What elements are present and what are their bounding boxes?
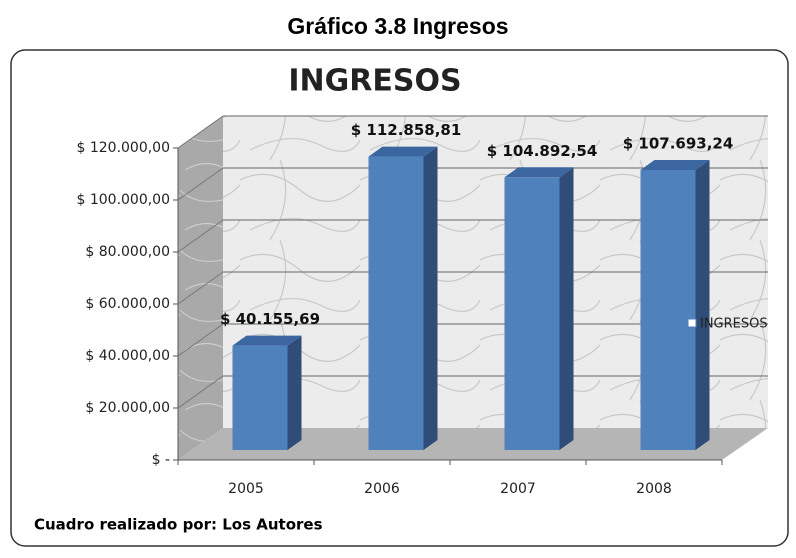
- y-tick-label: $ 40.000,00: [85, 348, 170, 364]
- bar: [232, 345, 288, 450]
- bar-side: [695, 159, 710, 451]
- bar-side: [559, 167, 574, 450]
- y-tick-label: $ 80.000,00: [85, 244, 170, 260]
- bar: [368, 156, 424, 451]
- bar: [640, 169, 696, 451]
- y-tick-label: $ 120.000,00: [76, 140, 170, 156]
- source-note: Cuadro realizado por: Los Autores: [34, 516, 323, 534]
- chart-title: INGRESOS: [288, 64, 461, 99]
- legend-swatch: [687, 318, 697, 328]
- grid-line-side: [177, 219, 224, 253]
- x-tick-label: 2007: [500, 481, 536, 497]
- y-tick-label: $ 60.000,00: [85, 296, 170, 312]
- bar-top: [504, 167, 574, 178]
- bar-top: [368, 146, 438, 157]
- grid-line-side: [177, 115, 224, 149]
- value-label: $ 104.892,54: [487, 142, 598, 160]
- legend-label: INGRESOS: [700, 317, 768, 332]
- y-tick-label: $ 20.000,00: [85, 400, 170, 416]
- bar-side: [287, 335, 302, 450]
- bar-top: [640, 159, 710, 170]
- floor: [178, 428, 768, 460]
- bar-top: [232, 335, 302, 346]
- y-tick-label: $ -: [152, 452, 170, 468]
- x-tick-label: 2005: [228, 481, 264, 497]
- grid-line-side: [177, 323, 224, 357]
- y-tick-label: $ 100.000,00: [76, 192, 170, 208]
- grid-line-side: [177, 375, 224, 409]
- bar: [504, 177, 560, 450]
- bar-side: [423, 146, 438, 451]
- grid-line-side: [177, 167, 224, 201]
- x-tick-label: 2008: [636, 481, 672, 497]
- value-label: $ 40.155,69: [220, 310, 320, 328]
- caption: Gráfico 3.8 Ingresos: [287, 13, 508, 39]
- grid-line-side: [177, 271, 224, 305]
- value-label: $ 107.693,24: [623, 134, 734, 152]
- x-tick-label: 2006: [364, 481, 400, 497]
- value-label: $ 112.858,81: [351, 121, 462, 139]
